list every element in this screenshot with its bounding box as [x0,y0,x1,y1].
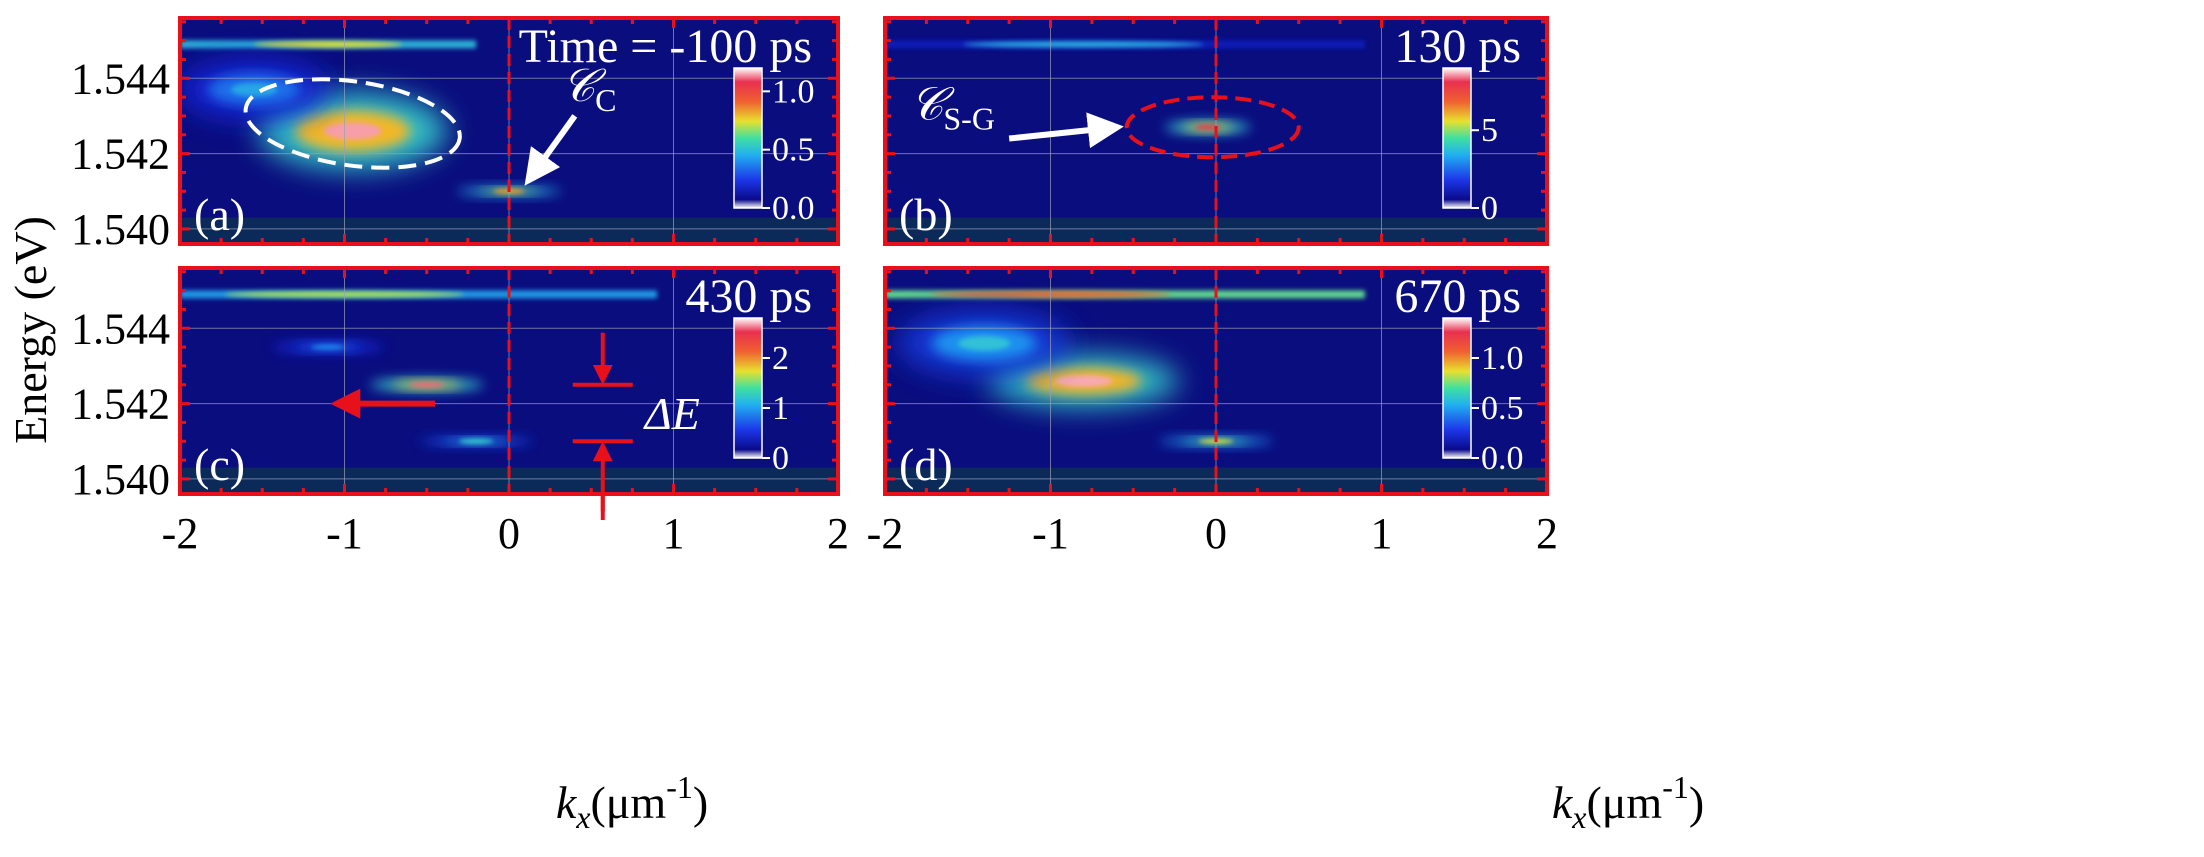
y-tick-label: 1.542 [71,380,170,429]
feature-upper-state [369,378,484,392]
feature-faint-top-line [885,40,1365,49]
x-tick-label: 2 [1536,509,1558,558]
time-label: 430 ps [685,270,812,323]
colorbar [1442,317,1472,459]
x-axis-unit-right: (μm [1586,777,1662,828]
x-tick-label: 0 [498,509,520,558]
x-tick-label: 1 [663,509,685,558]
y-tick-label: 1.544 [71,304,170,353]
y-tick-labels-bottom: 1.540 1.542 1.544 [71,304,170,504]
x-axis-close-left: ) [693,777,708,828]
feature-upper-blob [898,310,1070,376]
feature-peak [230,82,278,97]
x-axis-label-right: kx(μm-1) [1552,769,1704,835]
colorbar-tick-label: 0.0 [1481,440,1524,477]
feature-line-core [963,41,1204,48]
panel-letter: (b) [899,189,953,240]
x-axis-k-left: k [556,777,578,828]
label-cc: 𝒞C [562,60,617,118]
x-tick-label: 1 [1371,509,1393,558]
panel-b: (b) 130 ps 0 5 𝒞S-G [883,16,1549,246]
label-csg: 𝒞S-G [910,79,995,137]
colorbar-tick-label: 1.0 [772,73,815,110]
feature-upper-blob [180,59,330,120]
x-axis-unit-left: (μm [590,777,666,828]
x-tick-label: -1 [326,509,363,558]
y-tick-label: 1.540 [71,205,170,254]
feature-top-line [180,40,477,49]
colorbar-tick-label: 5 [1481,112,1498,149]
panel-letter: (c) [194,439,245,490]
x-tick-label: 0 [1205,509,1227,558]
delta-e-label: ΔE [643,388,700,439]
panel-d: (d) 670 ps 0.0 0.5 1.0 [883,266,1549,496]
x-tick-label: 2 [827,509,849,558]
x-tick-label: -2 [867,509,904,558]
x-axis-exp-right: -1 [1662,769,1689,805]
x-axis-k-right: k [1552,777,1574,828]
colorbar-tick-label: 1.0 [1481,340,1524,377]
arrow-csg [1008,112,1124,149]
panel-c: (c) 430 ps 0 1 2 ΔE [178,266,840,512]
time-label: 670 ps [1394,270,1521,323]
feature-peak [1194,124,1221,130]
colorbar-tick-label: 1 [772,390,789,427]
panel-a: (a) Time = -100 ps 0.0 0.5 1.0 𝒞C [178,16,840,246]
x-tick-labels-right: -2 -1 0 1 2 [867,509,1558,558]
feature-peak [323,122,382,140]
x-axis-exp-left: -1 [666,769,693,805]
feature-peak [458,438,494,444]
y-tick-labels-top: 1.540 1.542 1.544 [71,54,170,254]
feature-top-line [180,290,658,299]
feature-peak [1054,375,1113,387]
colorbar [733,67,763,209]
panel-letter: (a) [194,189,245,240]
x-axis-title-right: kx(μm-1) [1552,769,1704,835]
feature-diagonal-tail [271,340,385,354]
x-axis-close-right: ) [1689,777,1704,828]
feature-lower-state [419,436,533,446]
x-axis-sub-right: x [1571,799,1586,835]
feature-peak [310,344,346,350]
y-tick-label: 1.542 [71,130,170,179]
label-csg-sub: S-G [943,101,995,137]
colorbar-tick-label: 0.0 [772,190,815,227]
dashed-ellipse-white [243,77,462,170]
panel-letter: (d) [899,439,953,490]
y-axis-title: Energy (eV) [5,216,56,444]
x-tick-label: -1 [1032,509,1069,558]
x-axis-title-left: kx(μm-1) [556,769,708,835]
feature-peak [958,336,1011,351]
arrow-cc [524,114,578,186]
feature-peak [409,382,445,388]
x-tick-labels-left: -2 -1 0 1 2 [162,509,849,558]
feature-line-core [254,41,403,48]
x-axis-label-left: kx(μm-1) [556,769,708,835]
time-label: 130 ps [1394,20,1521,73]
colorbar-tick-label: 2 [772,340,789,377]
colorbar-tick-label: 0.5 [772,132,815,169]
y-tick-label: 1.540 [71,455,170,504]
x-tick-label: -2 [162,509,199,558]
colorbar-tick-label: 0.5 [1481,390,1524,427]
dashed-ellipse-red [1124,95,1301,160]
colorbar [1442,67,1472,209]
label-cc-sub: C [595,82,616,118]
feature-top-line [885,290,1365,299]
colorbar-tick-label: 0 [772,440,789,477]
x-axis-sub-left: x [575,799,590,835]
y-tick-label: 1.544 [71,54,170,103]
feature-condensate-sg [1164,120,1251,134]
colorbar [733,317,763,459]
y-axis-label: Energy (eV) [5,216,56,444]
colorbar-tick-label: 0 [1481,190,1498,227]
time-label: Time = -100 ps [519,20,812,73]
